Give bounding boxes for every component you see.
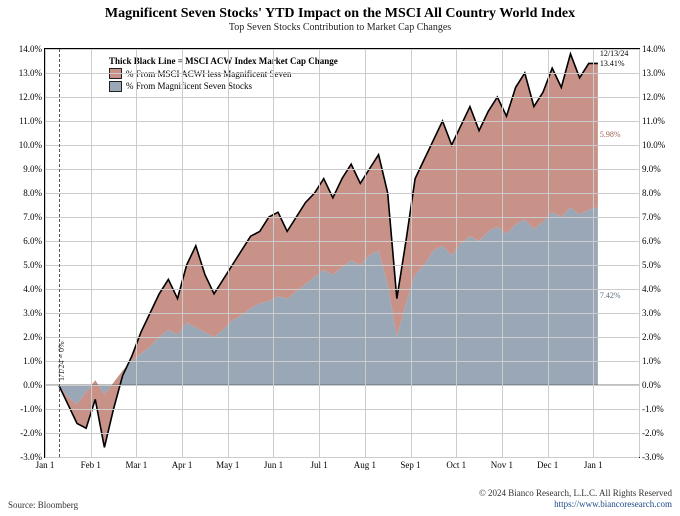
y-tick-left: -1.0% [6, 404, 45, 414]
gridline-h [45, 49, 639, 50]
y-tick-right: -2.0% [639, 428, 678, 438]
y-tick-left: 1.0% [6, 356, 45, 366]
gridline-v [273, 49, 274, 457]
y-tick-left: 6.0% [6, 236, 45, 246]
gridline-v [593, 49, 594, 457]
y-tick-right: 14.0% [639, 44, 678, 54]
gridline-v [136, 49, 137, 457]
y-tick-left: 7.0% [6, 212, 45, 222]
plot-region: Thick Black Line = MSCI ACW Index Market… [44, 48, 640, 458]
end-top-label: 5.98% [600, 130, 621, 139]
y-tick-right: 1.0% [639, 356, 678, 366]
x-tick-label: Jul 1 [311, 457, 328, 470]
jan-callout: 1/1/24 = 0% [57, 341, 66, 381]
gridline-h [45, 145, 639, 146]
x-tick-label: Jan 1 [584, 457, 603, 470]
source-link[interactable]: https://www.biancoresearch.com [479, 499, 672, 510]
y-tick-right: 6.0% [639, 236, 678, 246]
y-tick-right: 2.0% [639, 332, 678, 342]
chart-subtitle: Top Seven Stocks Contribution to Market … [0, 22, 680, 33]
y-tick-left: 14.0% [6, 44, 45, 54]
gridline-v [411, 49, 412, 457]
x-tick-label: Dec 1 [537, 457, 558, 470]
y-tick-right: 13.0% [639, 68, 678, 78]
gridline-h [45, 409, 639, 410]
gridline-h [45, 361, 639, 362]
legend-swatch-bot [109, 81, 122, 92]
y-tick-right: 10.0% [639, 140, 678, 150]
x-tick-label: Mar 1 [126, 457, 148, 470]
y-tick-left: 2.0% [6, 332, 45, 342]
copyright-text: © 2024 Bianco Research, L.L.C. All Right… [479, 488, 672, 499]
y-tick-right: 8.0% [639, 188, 678, 198]
gridline-h [45, 169, 639, 170]
x-tick-label: Jun 1 [264, 457, 283, 470]
y-tick-left: 4.0% [6, 284, 45, 294]
gridline-h [45, 433, 639, 434]
x-tick-label: Sep 1 [400, 457, 420, 470]
y-tick-left: 11.0% [6, 116, 45, 126]
end-total-label: 13.41% [600, 59, 625, 68]
end-date-label: 12/13/24 [600, 49, 628, 58]
x-tick-label: Apr 1 [172, 457, 193, 470]
y-tick-left: -2.0% [6, 428, 45, 438]
x-tick-label: Jan 1 [36, 457, 55, 470]
x-tick-label: Oct 1 [446, 457, 466, 470]
legend-line-label: Thick Black Line = MSCI ACW Index Market… [109, 55, 338, 68]
gridline-h [45, 313, 639, 314]
gridline-v [502, 49, 503, 457]
y-tick-left: 5.0% [6, 260, 45, 270]
y-tick-right: 12.0% [639, 92, 678, 102]
gridline-h [45, 241, 639, 242]
credit-label: © 2024 Bianco Research, L.L.C. All Right… [479, 488, 672, 510]
gridline-v [228, 49, 229, 457]
gridline-h [45, 97, 639, 98]
y-tick-left: 8.0% [6, 188, 45, 198]
gridline-v [365, 49, 366, 457]
gridline-h [45, 265, 639, 266]
x-tick-label: Aug 1 [354, 457, 376, 470]
gridline-v [182, 49, 183, 457]
chart-svg [45, 49, 639, 457]
y-tick-left: 10.0% [6, 140, 45, 150]
gridline-h [45, 73, 639, 74]
gridline-v [45, 49, 46, 457]
gridline-v [319, 49, 320, 457]
y-tick-right: 9.0% [639, 164, 678, 174]
legend-area-bot-label: % From Magnificent Seven Stocks [126, 80, 252, 93]
x-tick-label: May 1 [216, 457, 239, 470]
x-tick-label: Nov 1 [491, 457, 513, 470]
y-tick-right: 3.0% [639, 308, 678, 318]
gridline-v [639, 49, 640, 457]
gridline-h [45, 337, 639, 338]
y-tick-right: 4.0% [639, 284, 678, 294]
gridline-h [45, 217, 639, 218]
gridline-h [45, 289, 639, 290]
chart-title: Magnificent Seven Stocks' YTD Impact on … [0, 6, 680, 22]
gridline-h [45, 385, 639, 386]
y-tick-left: 9.0% [6, 164, 45, 174]
x-tick-label: Feb 1 [81, 457, 101, 470]
y-tick-right: 7.0% [639, 212, 678, 222]
jan-start-vline [59, 49, 60, 457]
y-tick-left: 12.0% [6, 92, 45, 102]
gridline-h [45, 121, 639, 122]
y-tick-right: -3.0% [639, 452, 678, 462]
chart-area: Thick Black Line = MSCI ACW Index Market… [44, 48, 640, 476]
y-tick-left: 3.0% [6, 308, 45, 318]
gridline-v [91, 49, 92, 457]
end-bot-label: 7.42% [600, 291, 621, 300]
gridline-v [548, 49, 549, 457]
y-tick-left: 13.0% [6, 68, 45, 78]
gridline-h [45, 193, 639, 194]
gridline-v [456, 49, 457, 457]
y-tick-right: 5.0% [639, 260, 678, 270]
y-tick-left: 0.0% [6, 380, 45, 390]
source-label: Source: Bloomberg [8, 500, 78, 510]
y-tick-right: 11.0% [639, 116, 678, 126]
y-tick-right: 0.0% [639, 380, 678, 390]
y-tick-right: -1.0% [639, 404, 678, 414]
